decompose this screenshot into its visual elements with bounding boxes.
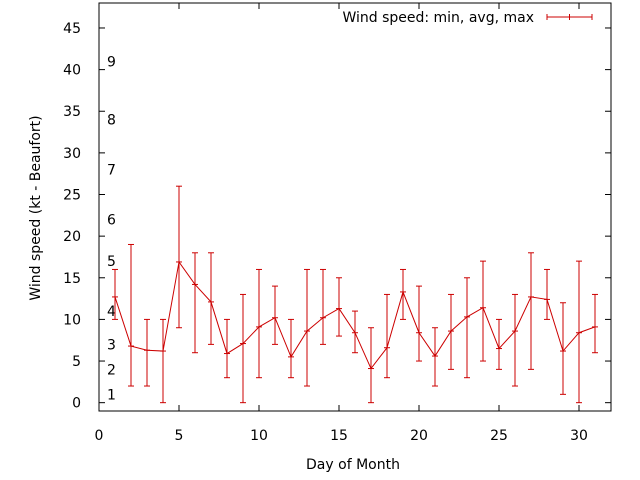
y-tick-label-35: 35 <box>63 104 81 120</box>
beaufort-label-7: 7 <box>107 163 116 179</box>
beaufort-label-5: 5 <box>107 254 116 270</box>
y-tick-label-5: 5 <box>72 354 81 370</box>
y-tick-label-25: 25 <box>63 188 81 204</box>
beaufort-label-1: 1 <box>107 387 116 403</box>
wind-speed-series <box>112 185 598 404</box>
beaufort-scale-labels: 1 2 3 4 5 6 7 8 9 <box>107 54 116 403</box>
x-tick-label-25: 25 <box>490 428 508 444</box>
beaufort-label-8: 8 <box>107 113 116 129</box>
x-tick-label-10: 10 <box>250 428 268 444</box>
x-tick-label-20: 20 <box>410 428 428 444</box>
y-axis-label: Wind speed (kt - Beaufort) <box>28 115 44 300</box>
y-tick-label-20: 20 <box>63 229 81 245</box>
plot-border <box>98 2 612 412</box>
beaufort-label-9: 9 <box>107 54 116 70</box>
legend: Wind speed: min, avg, max <box>342 10 593 26</box>
y-tick-label-30: 30 <box>63 146 81 162</box>
y-tick-label-15: 15 <box>63 271 81 287</box>
beaufort-label-3: 3 <box>107 337 116 353</box>
beaufort-label-4: 4 <box>107 304 116 320</box>
y-tick-label-45: 45 <box>63 21 81 37</box>
x-tick-label-0: 0 <box>95 428 104 444</box>
beaufort-label-6: 6 <box>107 212 116 228</box>
y-tick-label-40: 40 <box>63 63 81 79</box>
x-axis-label: Day of Month <box>306 457 400 473</box>
y-tick-label-10: 10 <box>63 312 81 328</box>
beaufort-label-2: 2 <box>107 362 116 378</box>
x-tick-label-5: 5 <box>175 428 184 444</box>
x-tick-label-15: 15 <box>330 428 348 444</box>
x-tick-label-30: 30 <box>570 428 588 444</box>
plot-frame <box>98 2 612 412</box>
y-tick-label-0: 0 <box>72 396 81 412</box>
legend-label: Wind speed: min, avg, max <box>342 10 534 26</box>
x-axis-ticks: 0 5 10 15 20 25 30 <box>95 3 588 444</box>
